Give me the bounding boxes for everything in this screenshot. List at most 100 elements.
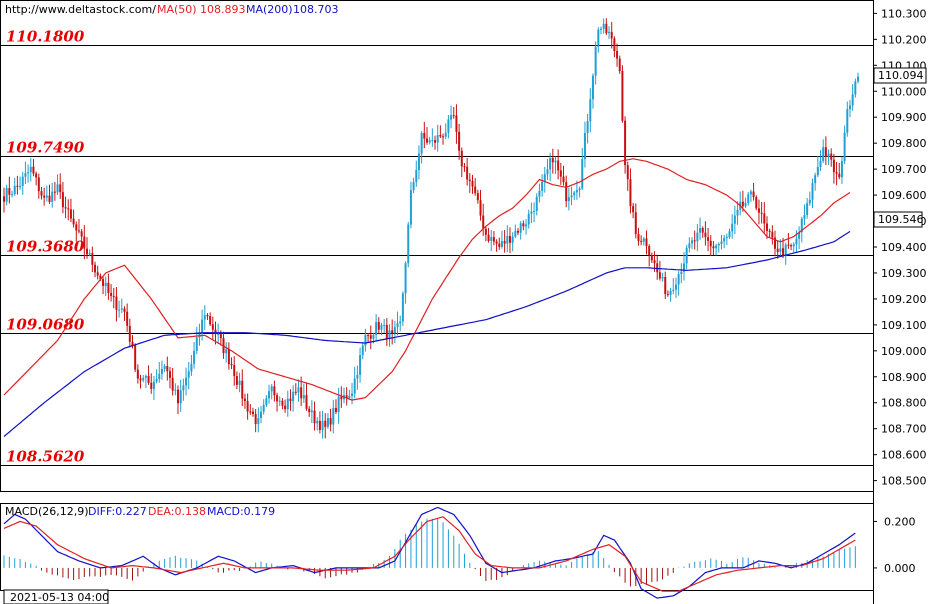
price-tick-label: 108.800 <box>881 397 927 410</box>
price-tick-label: 109.000 <box>881 345 927 358</box>
candle-body <box>115 296 118 310</box>
candle-body <box>385 324 388 339</box>
candle-body <box>838 173 841 178</box>
candle-body <box>281 400 284 406</box>
candle-body <box>629 179 632 207</box>
candle-body <box>832 159 835 173</box>
candle-body <box>624 120 627 166</box>
candle-body <box>626 165 629 180</box>
candle-body <box>305 395 308 409</box>
candle-body <box>107 282 110 293</box>
candle-body <box>209 315 212 325</box>
ma200-label: MA(200) <box>246 3 293 16</box>
candle-body <box>774 237 777 249</box>
candle-body <box>13 185 16 195</box>
candle-body <box>249 411 252 413</box>
candle-body <box>608 31 611 34</box>
price-tick-label: 108.700 <box>881 423 927 436</box>
candle-body <box>816 167 819 176</box>
candle-body <box>233 365 236 377</box>
candle-body <box>752 191 755 197</box>
candle-body <box>359 355 362 375</box>
candle-body <box>806 203 809 216</box>
candle-body <box>506 235 509 244</box>
price-tick-label: 108.900 <box>881 371 927 384</box>
candle-body <box>152 381 155 389</box>
candle-body <box>69 209 72 219</box>
candle-body <box>733 215 736 224</box>
candle-body <box>768 230 771 232</box>
candle-body <box>337 396 340 412</box>
candle-body <box>474 186 477 194</box>
candle-body <box>567 197 570 202</box>
candle-body <box>423 132 426 139</box>
candle-body <box>530 211 533 214</box>
candle-body <box>254 413 257 425</box>
candle-body <box>591 75 594 100</box>
candle-body <box>701 228 704 233</box>
candle-body <box>434 140 437 143</box>
candle-body <box>96 272 99 276</box>
candle-body <box>557 160 560 171</box>
candle-body <box>179 390 182 404</box>
candle-body <box>725 237 728 239</box>
candle-body <box>765 223 768 231</box>
candle-body <box>190 363 193 372</box>
candle-body <box>217 334 220 336</box>
candle-body <box>712 246 715 249</box>
candle-body <box>640 240 643 242</box>
candle-body <box>91 253 94 265</box>
candle-body <box>747 194 750 204</box>
candle-body <box>616 51 619 59</box>
candle-body <box>310 410 313 413</box>
candle-body <box>85 248 88 255</box>
candle-body <box>142 377 145 381</box>
candle-body <box>268 391 271 399</box>
candle-body <box>450 115 453 120</box>
candle-body <box>479 200 482 216</box>
price-tick-label: 109.900 <box>881 111 927 124</box>
candle-body <box>803 215 806 219</box>
candle-body <box>715 245 718 249</box>
candle-body <box>391 330 394 334</box>
candle-body <box>134 345 137 370</box>
candle-body <box>549 157 552 170</box>
candle-body <box>693 240 696 242</box>
candle-body <box>21 176 24 186</box>
candle-body <box>519 223 522 233</box>
candle-body <box>302 395 305 399</box>
candle-body <box>393 327 396 334</box>
price-tick-label: 109.100 <box>881 319 927 332</box>
candle-body <box>24 173 27 177</box>
candle-body <box>375 322 378 336</box>
level-label: 109.3680 <box>6 238 85 256</box>
candle-body <box>353 378 356 394</box>
candle-body <box>487 234 490 241</box>
candle-body <box>484 228 487 235</box>
candle-body <box>562 176 565 183</box>
candle-body <box>203 315 206 320</box>
candle-body <box>182 385 185 391</box>
candle-body <box>843 132 846 162</box>
candle-body <box>3 196 5 202</box>
candle-body <box>67 208 70 210</box>
macd-diff-value: DIFF:0.227 <box>88 505 147 518</box>
candle-body <box>570 195 573 198</box>
price-tick-label: 109.700 <box>881 163 927 176</box>
candle-body <box>431 140 434 142</box>
candle-body <box>324 420 327 427</box>
candle-body <box>8 188 11 195</box>
candle-body <box>225 349 228 354</box>
candle-body <box>187 371 190 378</box>
candle-body <box>466 166 469 180</box>
candle-body <box>442 136 445 138</box>
candle-body <box>318 421 321 430</box>
candle-body <box>409 190 412 225</box>
candle-body <box>297 387 300 393</box>
candle-body <box>383 324 386 326</box>
level-label: 108.5620 <box>6 448 85 466</box>
price-tick-label: 110.000 <box>881 85 927 98</box>
candle-body <box>257 418 260 425</box>
candle-body <box>723 237 726 242</box>
candle-body <box>755 196 758 209</box>
